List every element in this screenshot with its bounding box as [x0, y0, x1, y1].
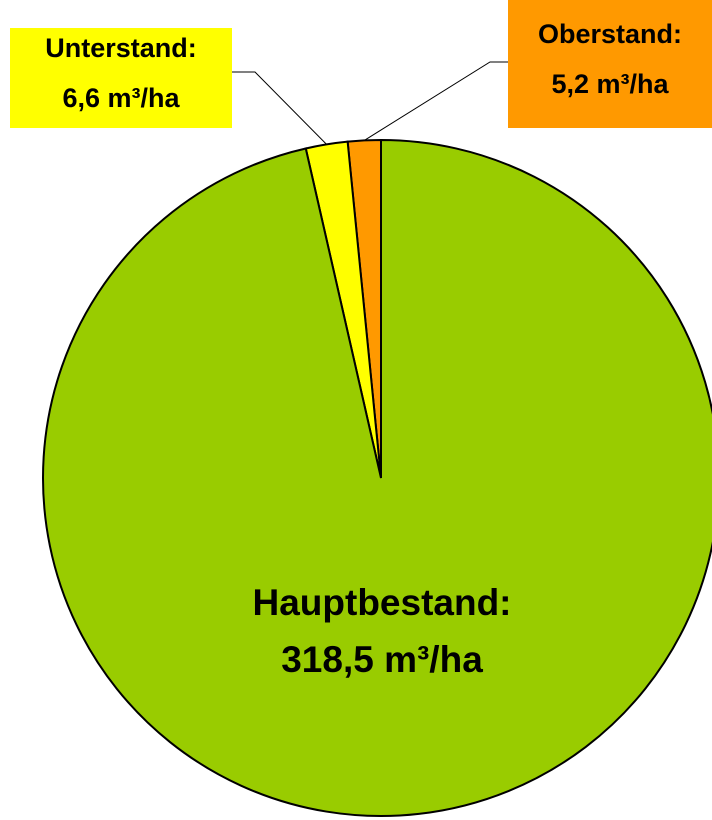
slice-label: Unterstand:	[45, 33, 197, 63]
label-box	[10, 28, 232, 128]
value-label: 6,6 m³/ha	[62, 83, 180, 113]
pie-slice	[42, 138, 712, 817]
label-box	[508, 0, 712, 128]
value-label: 318,5 m³/ha	[281, 639, 483, 680]
slice-label: Oberstand:	[538, 19, 682, 49]
value-label: 5,2 m³/ha	[551, 69, 669, 99]
leader-line	[364, 61, 508, 141]
leader-line	[232, 71, 327, 145]
slice-label: Hauptbestand:	[253, 582, 512, 623]
